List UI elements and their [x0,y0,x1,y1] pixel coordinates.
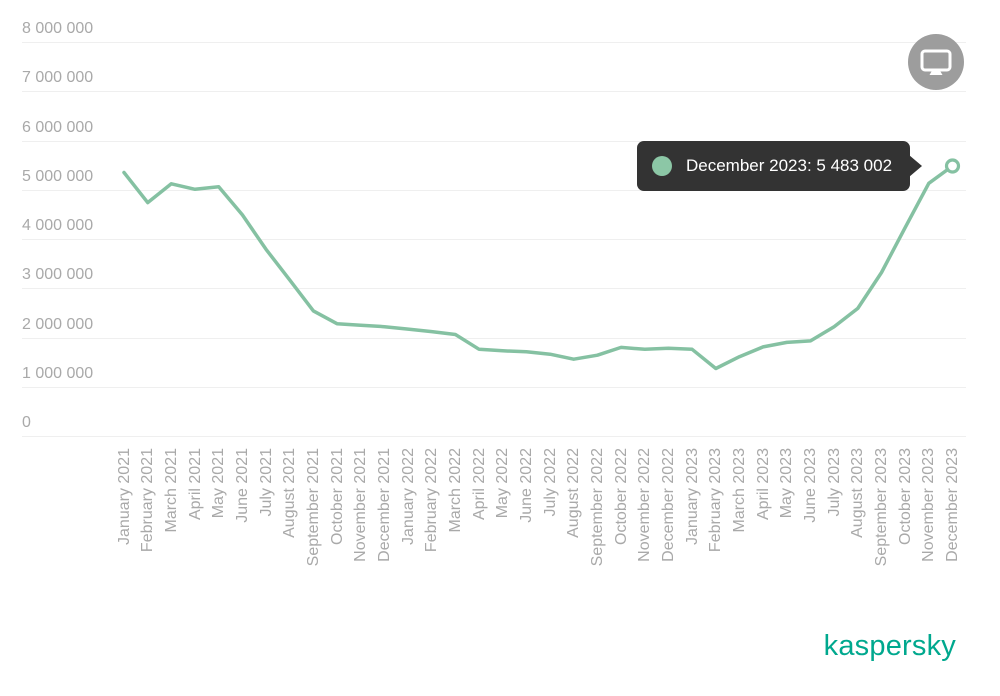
tooltip: December 2023: 5 483 002 [637,141,923,191]
y-axis-tick-label: 1 000 000 [22,365,94,382]
x-axis-tick-label: March 2023 [731,448,748,533]
x-axis-tick-label: June 2022 [518,448,535,523]
x-axis-tick-label: January 2022 [400,448,417,545]
gridline [22,338,966,339]
x-axis-tick-label: August 2022 [565,448,582,538]
x-axis-tick-label: May 2022 [494,448,511,519]
x-axis-tick-label: December 2022 [660,448,677,562]
y-axis-tick-label: 8 000 000 [22,20,94,37]
x-axis-tick-label: August 2021 [281,448,298,538]
gridline [22,190,966,191]
gridline [22,141,966,142]
gridline [22,42,966,43]
x-axis-tick-label: January 2021 [116,448,133,545]
gridline [22,91,966,92]
gridline [22,288,966,289]
tooltip-label: December 2023: 5 483 002 [686,156,893,175]
x-axis-tick-label: March 2022 [447,448,464,533]
y-axis-tick-label: 2 000 000 [22,316,94,333]
x-axis-tick-label: July 2023 [826,448,843,517]
y-axis-tick-label: 0 [22,414,31,431]
x-axis-tick-label: August 2023 [849,448,866,538]
x-axis-tick-label: June 2023 [802,448,819,523]
x-axis-tick-label: December 2023 [944,448,961,562]
x-axis-tick-label: November 2021 [352,448,369,562]
gridline [22,387,966,388]
x-axis-tick-label: October 2021 [329,448,346,545]
series-line [122,164,955,371]
y-axis-tick-label: 4 000 000 [22,217,94,234]
x-axis-tick-label: November 2023 [920,448,937,562]
x-axis-tick-label: January 2023 [684,448,701,545]
x-axis-tick-label: March 2021 [163,448,180,533]
x-axis-tick-label: April 2022 [471,448,488,521]
x-axis-tick-label: February 2023 [707,448,724,553]
tooltip-arrow-icon [909,155,923,177]
x-axis-tick-label: February 2021 [139,448,156,553]
x-axis-tick-label: December 2021 [376,448,393,562]
data-point-marker[interactable] [944,158,961,174]
x-axis-tick-label: July 2021 [258,448,275,517]
x-axis-tick-label: April 2021 [187,448,204,521]
x-axis-tick-label: April 2023 [755,448,772,521]
y-axis-tick-label: 5 000 000 [22,168,94,185]
device-filter-button[interactable] [908,34,964,90]
y-axis-tick-label: 3 000 000 [22,266,94,283]
kaspersky-logo: kaspersky [823,630,956,662]
x-axis-tick-label: September 2022 [589,448,606,567]
x-axis-tick-label: September 2023 [873,448,890,567]
gridline [22,239,966,240]
x-axis-tick-label: October 2023 [897,448,914,545]
x-axis-tick-label: May 2021 [210,448,227,519]
x-axis-tick-label: June 2021 [234,448,251,523]
monitor-icon [920,49,952,76]
x-axis-tick-label: July 2022 [542,448,559,517]
y-axis-tick-label: 6 000 000 [22,119,94,136]
x-axis-tick-label: November 2022 [636,448,653,562]
gridline [22,436,966,437]
x-axis-tick-label: February 2022 [423,448,440,553]
y-axis-tick-label: 7 000 000 [22,69,94,86]
series-dot-icon [652,156,672,176]
x-axis-tick-label: October 2022 [613,448,630,545]
x-axis-tick-label: May 2023 [778,448,795,519]
x-axis-tick-label: September 2021 [305,448,322,567]
